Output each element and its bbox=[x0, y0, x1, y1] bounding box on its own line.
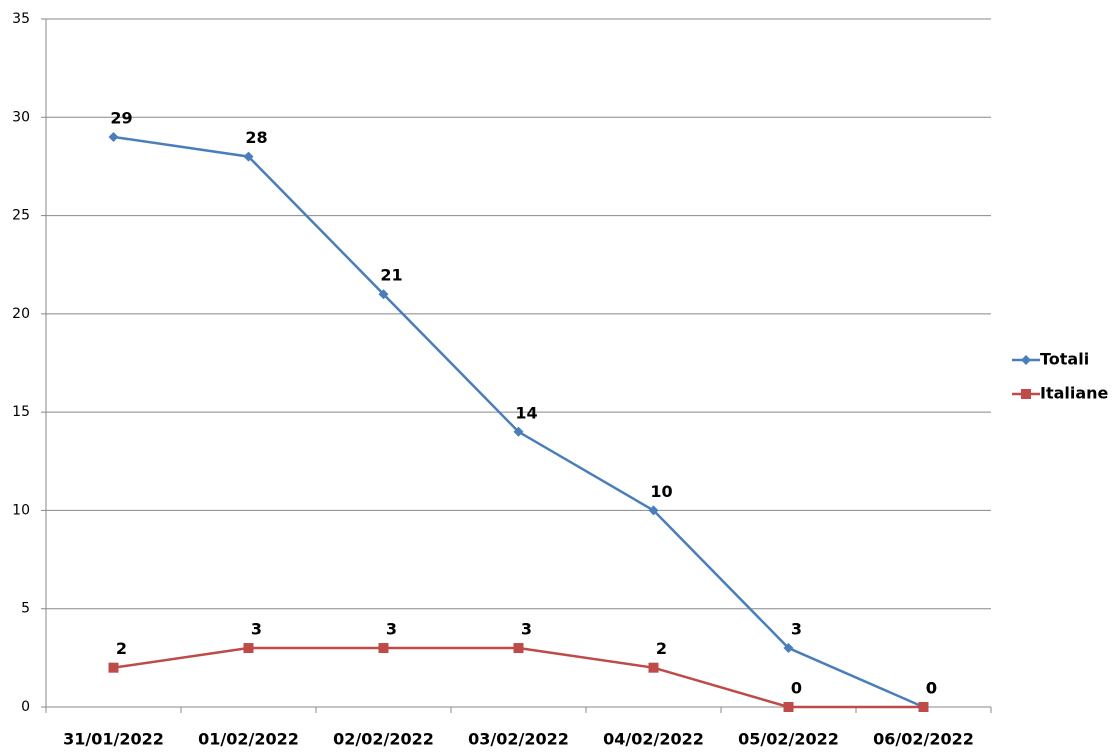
y-tick-label: 25 bbox=[12, 208, 30, 224]
data-label: 2 bbox=[656, 639, 667, 658]
legend-marker bbox=[1021, 389, 1031, 399]
data-point bbox=[783, 643, 794, 654]
data-label: 21 bbox=[380, 266, 402, 285]
data-point bbox=[378, 643, 389, 654]
data-point bbox=[513, 643, 524, 654]
data-point bbox=[243, 151, 254, 162]
data-point bbox=[378, 289, 389, 300]
data-point bbox=[918, 702, 929, 712]
data-point bbox=[648, 505, 659, 516]
legend-label: Totali bbox=[1040, 350, 1089, 369]
data-point bbox=[108, 662, 119, 673]
data-point bbox=[108, 131, 119, 142]
data-label: 3 bbox=[521, 620, 532, 639]
data-label: 0 bbox=[791, 679, 802, 698]
data-label: 10 bbox=[650, 482, 672, 501]
x-tick-label: 04/02/2022 bbox=[603, 730, 704, 749]
legend-label: Italiane bbox=[1040, 384, 1109, 403]
data-label: 14 bbox=[515, 403, 537, 422]
x-tick-label: 02/02/2022 bbox=[333, 730, 434, 749]
data-point bbox=[243, 643, 254, 654]
y-tick-label: 15 bbox=[12, 404, 30, 420]
y-tick-label: 35 bbox=[12, 11, 30, 27]
y-tick-label: 20 bbox=[12, 306, 30, 322]
x-tick-label: 31/01/2022 bbox=[63, 730, 164, 749]
data-label: 29 bbox=[110, 108, 132, 127]
x-tick-label: 06/02/2022 bbox=[873, 730, 974, 749]
y-tick-label: 10 bbox=[12, 502, 30, 518]
legend-marker bbox=[1021, 355, 1031, 365]
data-label: 0 bbox=[926, 679, 937, 698]
data-label: 3 bbox=[386, 620, 397, 639]
y-tick-label: 0 bbox=[21, 699, 30, 715]
data-point bbox=[513, 426, 524, 437]
data-label: 28 bbox=[245, 128, 267, 147]
x-tick-label: 05/02/2022 bbox=[738, 730, 839, 749]
data-label: 2 bbox=[116, 639, 127, 658]
series-line bbox=[113, 646, 924, 709]
x-tick-label: 01/02/2022 bbox=[198, 730, 299, 749]
y-tick-label: 5 bbox=[21, 601, 30, 617]
data-point bbox=[648, 662, 659, 673]
data-label: 3 bbox=[791, 620, 802, 639]
data-label: 3 bbox=[251, 620, 262, 639]
data-point bbox=[783, 702, 794, 712]
x-tick-label: 03/02/2022 bbox=[468, 730, 569, 749]
y-tick-label: 30 bbox=[12, 109, 30, 125]
data-label: 0 bbox=[926, 679, 937, 698]
